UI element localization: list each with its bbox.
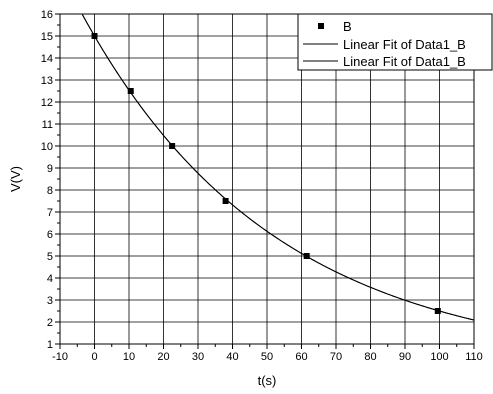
y-tick-label: 12 <box>41 97 53 109</box>
x-tick-label: 30 <box>192 351 204 363</box>
y-tick-label: 8 <box>47 185 53 197</box>
x-tick-label: -10 <box>52 351 68 363</box>
data-points <box>91 33 441 314</box>
y-tick-label: 3 <box>47 295 53 307</box>
fit-curves <box>81 14 475 321</box>
y-tick-label: 14 <box>41 53 53 65</box>
x-tick-label: 20 <box>157 351 169 363</box>
y-tick-label: 9 <box>47 163 53 175</box>
x-tick-label: 100 <box>430 351 448 363</box>
y-tick-label: 1 <box>47 339 53 351</box>
x-axis-label: t(s) <box>258 373 277 388</box>
x-tick-label: 10 <box>123 351 135 363</box>
y-tick-label: 7 <box>47 207 53 219</box>
data-point <box>169 143 176 149</box>
legend-label-fit-1: Linear Fit of Data1_B <box>343 37 466 52</box>
y-tick-label: 10 <box>41 141 53 153</box>
x-tick-label: 80 <box>364 351 376 363</box>
data-point <box>222 198 229 204</box>
tick-labels: -10 0 10 20 30 40 50 60 70 80 90 100 110123456789101… <box>41 9 483 363</box>
legend-marker-b <box>318 23 324 29</box>
y-tick-label: 4 <box>47 273 53 285</box>
y-tick-label: 5 <box>47 251 53 263</box>
legend-label-b: B <box>343 19 352 34</box>
data-point <box>434 308 441 314</box>
legend-label-fit-2: Linear Fit of Data1_B <box>343 54 466 69</box>
y-axis-label: V(V) <box>8 166 23 192</box>
x-tick-label: 60 <box>295 351 307 363</box>
axis-ticks <box>55 13 475 349</box>
fit-curve-2 <box>81 14 475 321</box>
y-tick-label: 11 <box>42 119 53 131</box>
data-point <box>91 33 98 39</box>
legend: B Linear Fit of Data1_B Linear Fit of Da… <box>297 13 493 71</box>
x-tick-label: 90 <box>399 351 411 363</box>
y-tick-label: 15 <box>41 31 53 43</box>
x-tick-label: 110 <box>465 351 483 363</box>
x-tick-label: 50 <box>261 351 273 363</box>
x-tick-label: 0 <box>91 351 97 363</box>
y-tick-label: 16 <box>41 9 53 21</box>
data-point <box>303 253 310 259</box>
data-point <box>127 88 134 94</box>
x-tick-label: 40 <box>226 351 238 363</box>
y-tick-label: 13 <box>41 75 53 87</box>
x-tick-label: 70 <box>330 351 342 363</box>
y-tick-label: 6 <box>47 229 53 241</box>
y-tick-label: 2 <box>47 317 53 329</box>
